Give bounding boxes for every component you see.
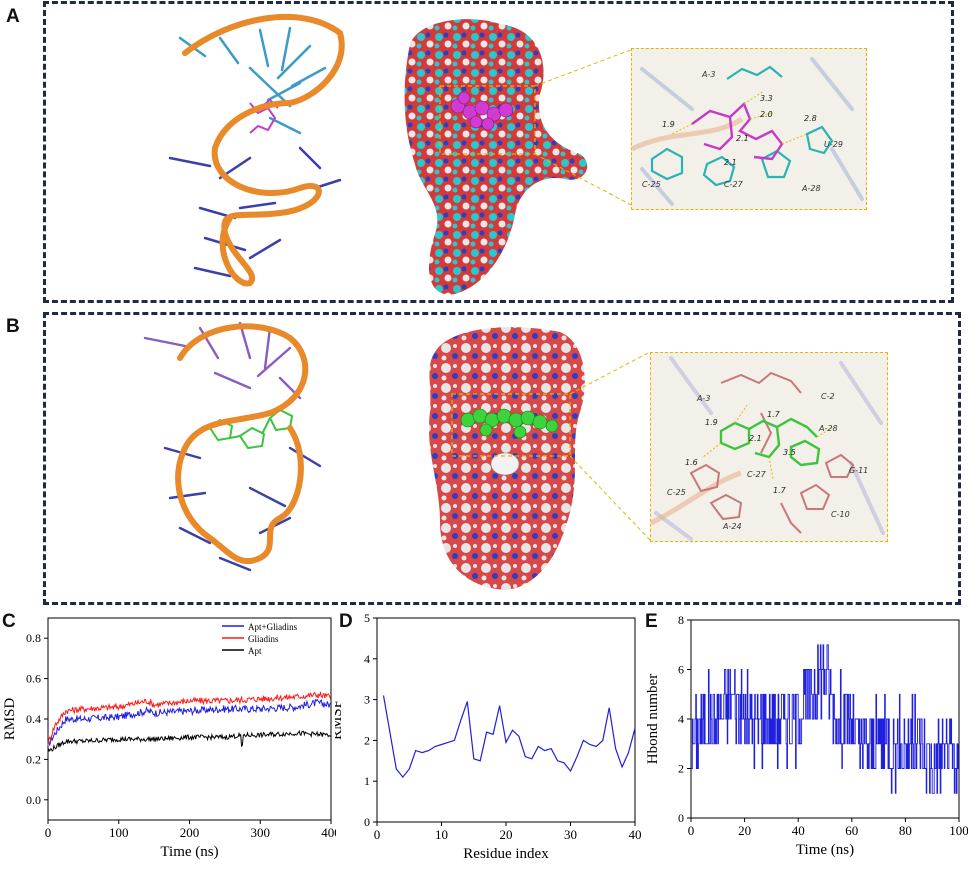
inset-b-dist-3: 2.1 [749,434,762,443]
rmsf-xtick-label: 0 [374,827,381,842]
rmsd-series-line-1 [47,690,332,746]
inset-a-label-c25: C-25 [642,180,661,189]
panel-letter-b: B [6,316,20,337]
panel-letter-d: D [339,611,353,632]
panel-a-surface-model [404,19,588,295]
inset-a-dist-5: 2.1 [736,134,749,143]
panel-letter-c: C [2,611,16,632]
rmsf-xtick-label: 40 [629,827,642,842]
hbond-xtick-label: 100 [949,823,968,838]
hbond-ytick-label: 0 [678,811,684,825]
rmsf-xtick-label: 10 [435,827,448,842]
rmsd-series-line-0 [47,698,331,746]
hbond-xtick-label: 0 [688,823,695,838]
hbond-xtick-label: 60 [845,823,858,838]
hbond-ytick-label: 2 [678,762,684,776]
rmsf-series-line [382,695,636,779]
inset-a-label-a28: A-28 [801,184,821,193]
rmsf-ytick-label: 3 [364,693,370,707]
rmsf-xtick-label: 30 [564,827,577,842]
panel-b-binding-site-inset: A-3 C-2 1.7 1.9 A-28 2.1 3.5 1.6 C-27 G-… [650,352,888,542]
panel-letter-a: A [6,6,20,27]
inset-b-label-c25: C-25 [667,488,686,497]
rmsd-xtick-label: 200 [180,825,200,840]
rmsd-ytick-label: 0.6 [26,672,41,686]
rmsf-chart: 0 10 20 30 40 0 1 2 3 4 5 Residue index RMSF [335,612,642,862]
inset-b-dist-2: 1.9 [705,418,718,427]
rmsd-xtick-label: 100 [109,825,129,840]
rmsd-ytick-label: 0.0 [26,793,41,807]
inset-b-label-c10: C-10 [831,510,850,519]
rmsd-legend-label-2: Apt [248,646,262,656]
inset-a-dist-3: 2.8 [804,114,817,123]
rmsf-ytick-label: 1 [364,774,370,788]
rmsd-ytick-label: 0.8 [26,631,41,645]
rmsf-ytick-label: 2 [364,733,370,747]
rmsd-ylabel: RMSD [2,698,18,741]
inset-a-dist-2: 2.0 [760,110,773,119]
rmsd-series-line-2 [47,729,331,753]
rmsd-xtick-label: 300 [251,825,271,840]
panel-a-binding-site-inset: A-3 3.3 2.0 2.8 1.9 2.1 U-29 2.1 C-25 C-… [631,48,867,210]
hbond-ytick-label: 4 [678,712,684,726]
panel-a-zoom-connector [535,48,634,207]
inset-b-label-a3: A-3 [696,394,710,403]
panel-letter-e: E [645,611,658,632]
rmsf-ytick-label: 5 [364,612,370,625]
inset-b-dist-6: 1.7 [773,486,787,495]
hbond-xlabel: Time (ns) [796,842,854,858]
rmsd-xtick-label: 400 [321,825,336,840]
inset-b-dist-5: 1.6 [685,458,698,467]
hbond-xtick-label: 40 [792,823,805,838]
inset-a-dist-4: 1.9 [662,120,675,129]
inset-b-dist-4: 3.5 [783,448,796,457]
panel-b-surface-model [428,327,585,590]
hbond-ylabel: Hbond number [645,674,661,764]
panel-a-inset-structure: A-3 3.3 2.0 2.8 1.9 2.1 U-29 2.1 C-25 C-… [632,57,864,206]
panel-a-rna-cartoon [168,13,345,287]
hbond-ytick-label: 6 [678,663,684,677]
inset-a-label-u29: U-29 [824,140,843,149]
rmsf-xlabel: Residue index [463,846,549,862]
rmsd-legend-label-1: Gliadins [248,634,279,644]
rmsd-ytick-label: 0.4 [26,712,41,726]
hbond-ytick-label: 8 [678,613,684,627]
hbond-xtick-label: 80 [899,823,912,838]
panel-a-frame [43,1,954,303]
rmsf-ytick-label: 0 [364,815,370,829]
hbond-chart: 0 20 40 60 80 100 0 2 4 6 8 Time (ns) Hbond number [645,613,968,858]
rmsf-ylabel: RMSF [335,700,345,740]
inset-a-label-c27: C-27 [724,180,744,189]
inset-a-dist-6: 2.1 [724,158,737,167]
inset-b-label-g11: G-11 [849,466,868,475]
rmsd-legend-label-0: Apt+Gliadins [248,622,298,632]
inset-a-label-a3: A-3 [701,70,715,79]
rmsd-chart: 0 100 200 300 400 0.0 0.2 0.4 0.6 0.8 Time (ns) RMS… [2,617,336,860]
panel-b-zoom-connector [570,351,651,541]
panel-b-inset-structure: A-3 C-2 1.7 1.9 A-28 2.1 3.5 1.6 C-27 G-… [651,356,885,541]
panel-b-rna-cartoon [143,321,322,572]
rmsf-ytick-label: 4 [364,652,370,666]
panel-b-frame [43,312,961,605]
rmsd-ytick-label: 0.2 [26,752,41,766]
inset-a-dist-1: 3.3 [760,94,773,103]
inset-b-dist-1: 1.7 [767,410,781,419]
hbond-xtick-label: 20 [738,823,751,838]
inset-b-label-a24: A-24 [722,522,742,531]
inset-b-label-c27: C-27 [747,470,767,479]
rmsf-xtick-label: 20 [500,827,513,842]
inset-b-label-a28: A-28 [818,424,838,433]
inset-b-label-c2: C-2 [821,392,835,401]
rmsd-xtick-label: 0 [45,825,52,840]
rmsf-plot-frame [376,617,636,823]
rmsd-xlabel: Time (ns) [160,844,218,860]
hbond-series-line [691,644,959,794]
